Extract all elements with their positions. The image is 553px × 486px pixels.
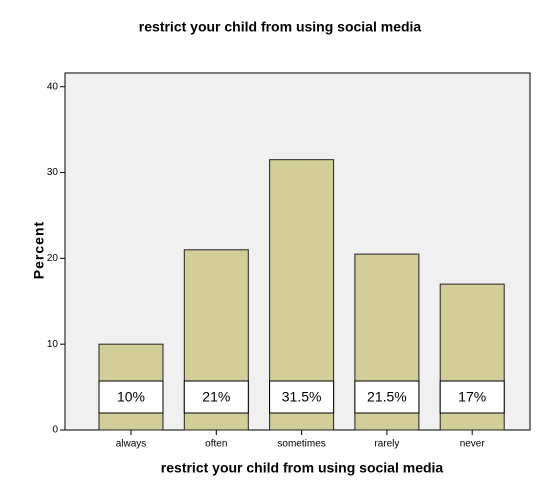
y-tick-label: 40 bbox=[47, 81, 59, 92]
annotation: 31.5% bbox=[282, 389, 322, 405]
x-tick-label: often bbox=[205, 439, 227, 450]
x-tick-label: always bbox=[116, 439, 147, 450]
y-tick-label: 20 bbox=[47, 253, 59, 264]
x-tick-label: sometimes bbox=[277, 439, 325, 450]
annotation-box bbox=[439, 380, 505, 414]
x-axis-label: restrict your child from using social me… bbox=[161, 460, 444, 476]
annotation-box bbox=[98, 380, 164, 414]
y-tick-label: 10 bbox=[47, 339, 59, 350]
x-tick-label: rarely bbox=[374, 439, 399, 450]
y-axis-label: Percent bbox=[31, 221, 47, 279]
annotation: 10% bbox=[117, 389, 145, 405]
annotation: 21% bbox=[202, 389, 230, 405]
annotation: 21.5% bbox=[367, 389, 407, 405]
annotation-box bbox=[354, 380, 420, 414]
y-tick-label: 0 bbox=[52, 425, 58, 436]
annotation: 17% bbox=[458, 389, 486, 405]
x-tick-label: never bbox=[460, 439, 486, 450]
annotation-box bbox=[269, 380, 335, 414]
annotation-box bbox=[183, 380, 249, 414]
y-tick-label: 30 bbox=[47, 167, 59, 178]
chart-title: restrict your child from using social me… bbox=[139, 19, 422, 35]
